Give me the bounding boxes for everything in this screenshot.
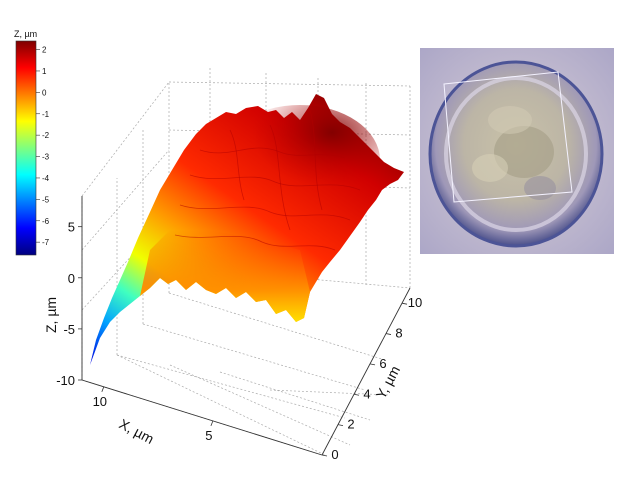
cell-spot [472, 154, 508, 182]
scan-area-outline [443, 71, 573, 203]
z-tick-label: 5 [68, 220, 75, 235]
y-tick-label: 2 [347, 417, 354, 432]
colorbar-tick-label: 2 [42, 46, 47, 55]
surface [90, 94, 404, 365]
y-tick-mark [321, 454, 328, 457]
x-axis-line [81, 379, 323, 456]
y-axis-label: Y, µm [373, 363, 404, 401]
z-axis-ticks: 5 0 -5 -10 [56, 220, 82, 388]
colorbar-tick-label: -7 [42, 238, 50, 247]
x-axis-ticks: 10 5 [93, 386, 214, 443]
y-tick-mark [353, 393, 360, 396]
surface-front-shading [140, 230, 310, 322]
y-tick-mark [369, 363, 376, 366]
y-axis-line [321, 287, 411, 456]
y-tick-label: 6 [379, 356, 386, 371]
x-tick-label: 10 [93, 394, 107, 409]
colorbar-tick-label: -5 [42, 195, 50, 204]
colorbar: Z, µm 2 1 0 -1 -2 -3 -4 -5 -6 -7 [14, 29, 50, 256]
y-tick-label: 10 [408, 295, 422, 310]
y-tick-mark [401, 302, 408, 305]
y-axis-ticks: 02 468 10 [321, 295, 422, 462]
colorbar-tick-label: 0 [42, 88, 47, 97]
colorbar-tick-label: 1 [42, 67, 47, 76]
z-tick-label: -5 [63, 322, 75, 337]
surface-texture [174, 109, 361, 251]
y-tick-mark [385, 333, 392, 335]
x-tick-label: 5 [205, 428, 212, 443]
colorbar-tick-label: -2 [42, 131, 50, 140]
cell-spot [488, 106, 532, 134]
cell-spot [524, 176, 556, 200]
cell-inner-ring [444, 76, 588, 232]
z-tick-label: -10 [56, 373, 75, 388]
y-tick-label: 8 [395, 326, 402, 341]
micrograph-inset [420, 48, 614, 254]
x-tick-mark [210, 420, 214, 427]
colorbar-rect [15, 40, 37, 256]
colorbar-ticks: 2 1 0 -1 -2 -3 -4 -5 -6 -7 [36, 46, 50, 247]
x-axis-label: X, µm [117, 416, 157, 447]
surface-dark-ridge [220, 105, 380, 215]
y-tick-mark [337, 424, 344, 427]
colorbar-title: Z, µm [14, 29, 37, 39]
colorbar-tick-label: -1 [42, 110, 50, 119]
z-axis-label: Z, µm [43, 297, 59, 333]
cell-nucleus [494, 126, 554, 178]
y-tick-label: 0 [331, 447, 338, 462]
colorbar-tick-label: -3 [42, 153, 50, 162]
colorbar-tick-label: -4 [42, 174, 50, 183]
colorbar-tick-label: -6 [42, 217, 50, 226]
z-tick-label: 0 [68, 271, 75, 286]
y-tick-label: 4 [363, 386, 370, 401]
x-tick-mark [101, 386, 105, 392]
